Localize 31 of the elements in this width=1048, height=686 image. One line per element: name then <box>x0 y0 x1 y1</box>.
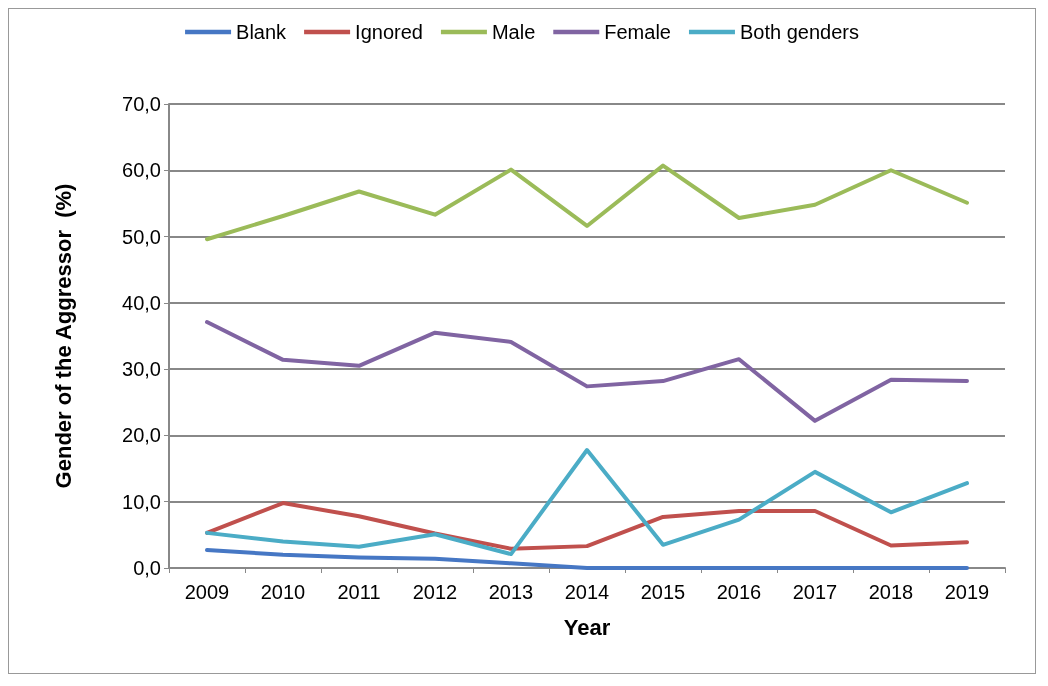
x-tick-label: 2011 <box>337 581 381 603</box>
x-tick-label: 2010 <box>260 581 306 603</box>
legend-label: Male <box>491 21 536 43</box>
legend-label: Female <box>604 21 671 43</box>
y-axis-title: Gender of the Aggressor (%) <box>50 183 76 489</box>
y-tick-label: 20,0 <box>122 424 161 447</box>
x-tick-label: 2015 <box>640 581 686 603</box>
line-series <box>205 501 969 551</box>
line-series <box>205 320 969 423</box>
y-tick-label: 50,0 <box>122 225 161 248</box>
line-series <box>205 448 969 557</box>
y-tick-label: 0,0 <box>133 557 161 579</box>
x-tick-label: 2018 <box>868 581 914 603</box>
x-axis-title: Year <box>563 614 611 640</box>
x-tick-label: 2016 <box>716 581 762 603</box>
y-tick-label: 40,0 <box>122 291 161 314</box>
x-tick-label: 2013 <box>488 581 534 603</box>
x-tick-label: 2009 <box>184 581 230 603</box>
x-tick-label: 2017 <box>792 581 838 603</box>
y-tick-label: 60,0 <box>122 159 161 182</box>
y-tick-label: 10,0 <box>122 490 161 513</box>
y-tick-label: 70,0 <box>122 93 161 115</box>
y-tick-label: 30,0 <box>122 358 161 381</box>
x-tick-label: 2014 <box>564 581 610 603</box>
legend-label: Blank <box>236 21 288 43</box>
line-series <box>205 548 969 570</box>
legend-label: Ignored <box>355 21 423 43</box>
x-tick-label: 2012 <box>412 581 458 603</box>
line-series <box>205 163 969 242</box>
legend-label: Both genders <box>739 21 859 43</box>
x-tick-label: 2019 <box>944 581 990 603</box>
